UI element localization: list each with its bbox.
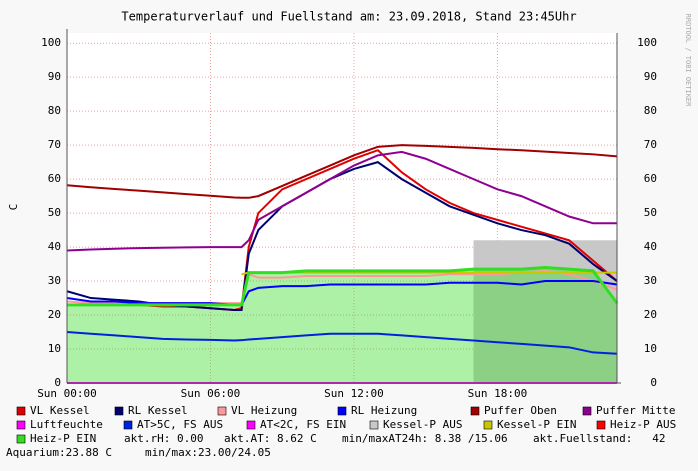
y-tick-label-right: 90 xyxy=(644,70,657,83)
line xyxy=(67,149,618,311)
legend-swatch xyxy=(470,406,480,416)
y-tick-label-right: 100 xyxy=(637,36,657,49)
y-tick-label: 10 xyxy=(48,342,61,355)
legend-label: VL Heizung xyxy=(231,404,297,417)
legend-swatch xyxy=(246,420,256,430)
area xyxy=(67,267,617,383)
y-tick-label: 30 xyxy=(48,274,61,287)
legend-swatch xyxy=(483,420,493,430)
legend-swatch xyxy=(123,420,133,430)
legend-label: Puffer Oben xyxy=(484,404,557,417)
y-axis-label: C xyxy=(7,204,20,211)
area xyxy=(473,240,617,383)
legend-swatch xyxy=(16,420,26,430)
y-tick-label-right: 40 xyxy=(644,240,657,253)
legend-label: Heiz-P AUS xyxy=(610,418,676,431)
legend-swatch xyxy=(582,406,592,416)
y-tick-label: 20 xyxy=(48,308,61,321)
legend-swatch xyxy=(217,406,227,416)
x-tick-label: Sun 00:00 xyxy=(37,387,97,400)
y-tick-label-right: 30 xyxy=(644,274,657,287)
comment: akt.rH: 0.00 xyxy=(124,432,203,445)
comment: akt.AT: 8.62 C xyxy=(224,432,317,445)
y-tick-label: 0 xyxy=(54,376,61,389)
legend-swatch xyxy=(369,420,379,430)
chart-title: Temperaturverlauf und Fuellstand am: 23.… xyxy=(121,10,576,24)
legend-swatch xyxy=(337,406,347,416)
line xyxy=(67,265,619,307)
y-tick-label-right: 50 xyxy=(644,206,657,219)
legend-swatch xyxy=(16,406,26,416)
comment: min/maxAT24h: 8.38 /15.06 xyxy=(342,432,508,445)
legend-label: Luftfeuchte xyxy=(30,418,103,431)
legend-label: RL Kessel xyxy=(128,404,188,417)
y-tick-label-right: 10 xyxy=(644,342,657,355)
x-tick-label: Sun 06:00 xyxy=(181,387,241,400)
y-tick-label-right: 70 xyxy=(644,138,657,151)
legend-label: AT<2C, FS EIN xyxy=(260,418,346,431)
line xyxy=(66,280,618,306)
line xyxy=(66,331,618,355)
y-tick-label: 100 xyxy=(41,36,61,49)
legend-label: RL Heizung xyxy=(351,404,417,417)
y-tick-label: 80 xyxy=(48,104,61,117)
legend-label: Kessel-P EIN xyxy=(497,418,576,431)
y-tick-label-right: 20 xyxy=(644,308,657,321)
y-tick-label: 70 xyxy=(48,138,61,151)
y-tick-label: 40 xyxy=(48,240,61,253)
y-tick-label-right: 0 xyxy=(650,376,657,389)
comment: akt.Fuellstand: 42 xyxy=(533,432,665,445)
legend-swatch xyxy=(596,420,606,430)
legend-swatch xyxy=(16,434,26,444)
line xyxy=(66,144,618,199)
line xyxy=(66,150,617,252)
x-tick-label: Sun 12:00 xyxy=(324,387,384,400)
legend-swatch xyxy=(114,406,124,416)
y-tick-label-right: 80 xyxy=(644,104,657,117)
legend-label: Kessel-P AUS xyxy=(383,418,462,431)
legend-label: VL Kessel xyxy=(30,404,90,417)
legend-label: Puffer Mitte xyxy=(596,404,675,417)
y-tick-label: 50 xyxy=(48,206,61,219)
y-tick-label-right: 60 xyxy=(644,172,657,185)
comment: Aquarium:23.88 C xyxy=(6,446,112,459)
y-tick-label: 90 xyxy=(48,70,61,83)
legend-label: Heiz-P EIN xyxy=(30,432,96,445)
y-tick-label: 60 xyxy=(48,172,61,185)
comment: min/max:23.00/24.05 xyxy=(145,446,271,459)
watermark: RRDTOOL / TOBI OETIKER xyxy=(684,14,692,108)
x-tick-label: Sun 18:00 xyxy=(468,387,528,400)
legend-label: AT>5C, FS AUS xyxy=(137,418,223,431)
